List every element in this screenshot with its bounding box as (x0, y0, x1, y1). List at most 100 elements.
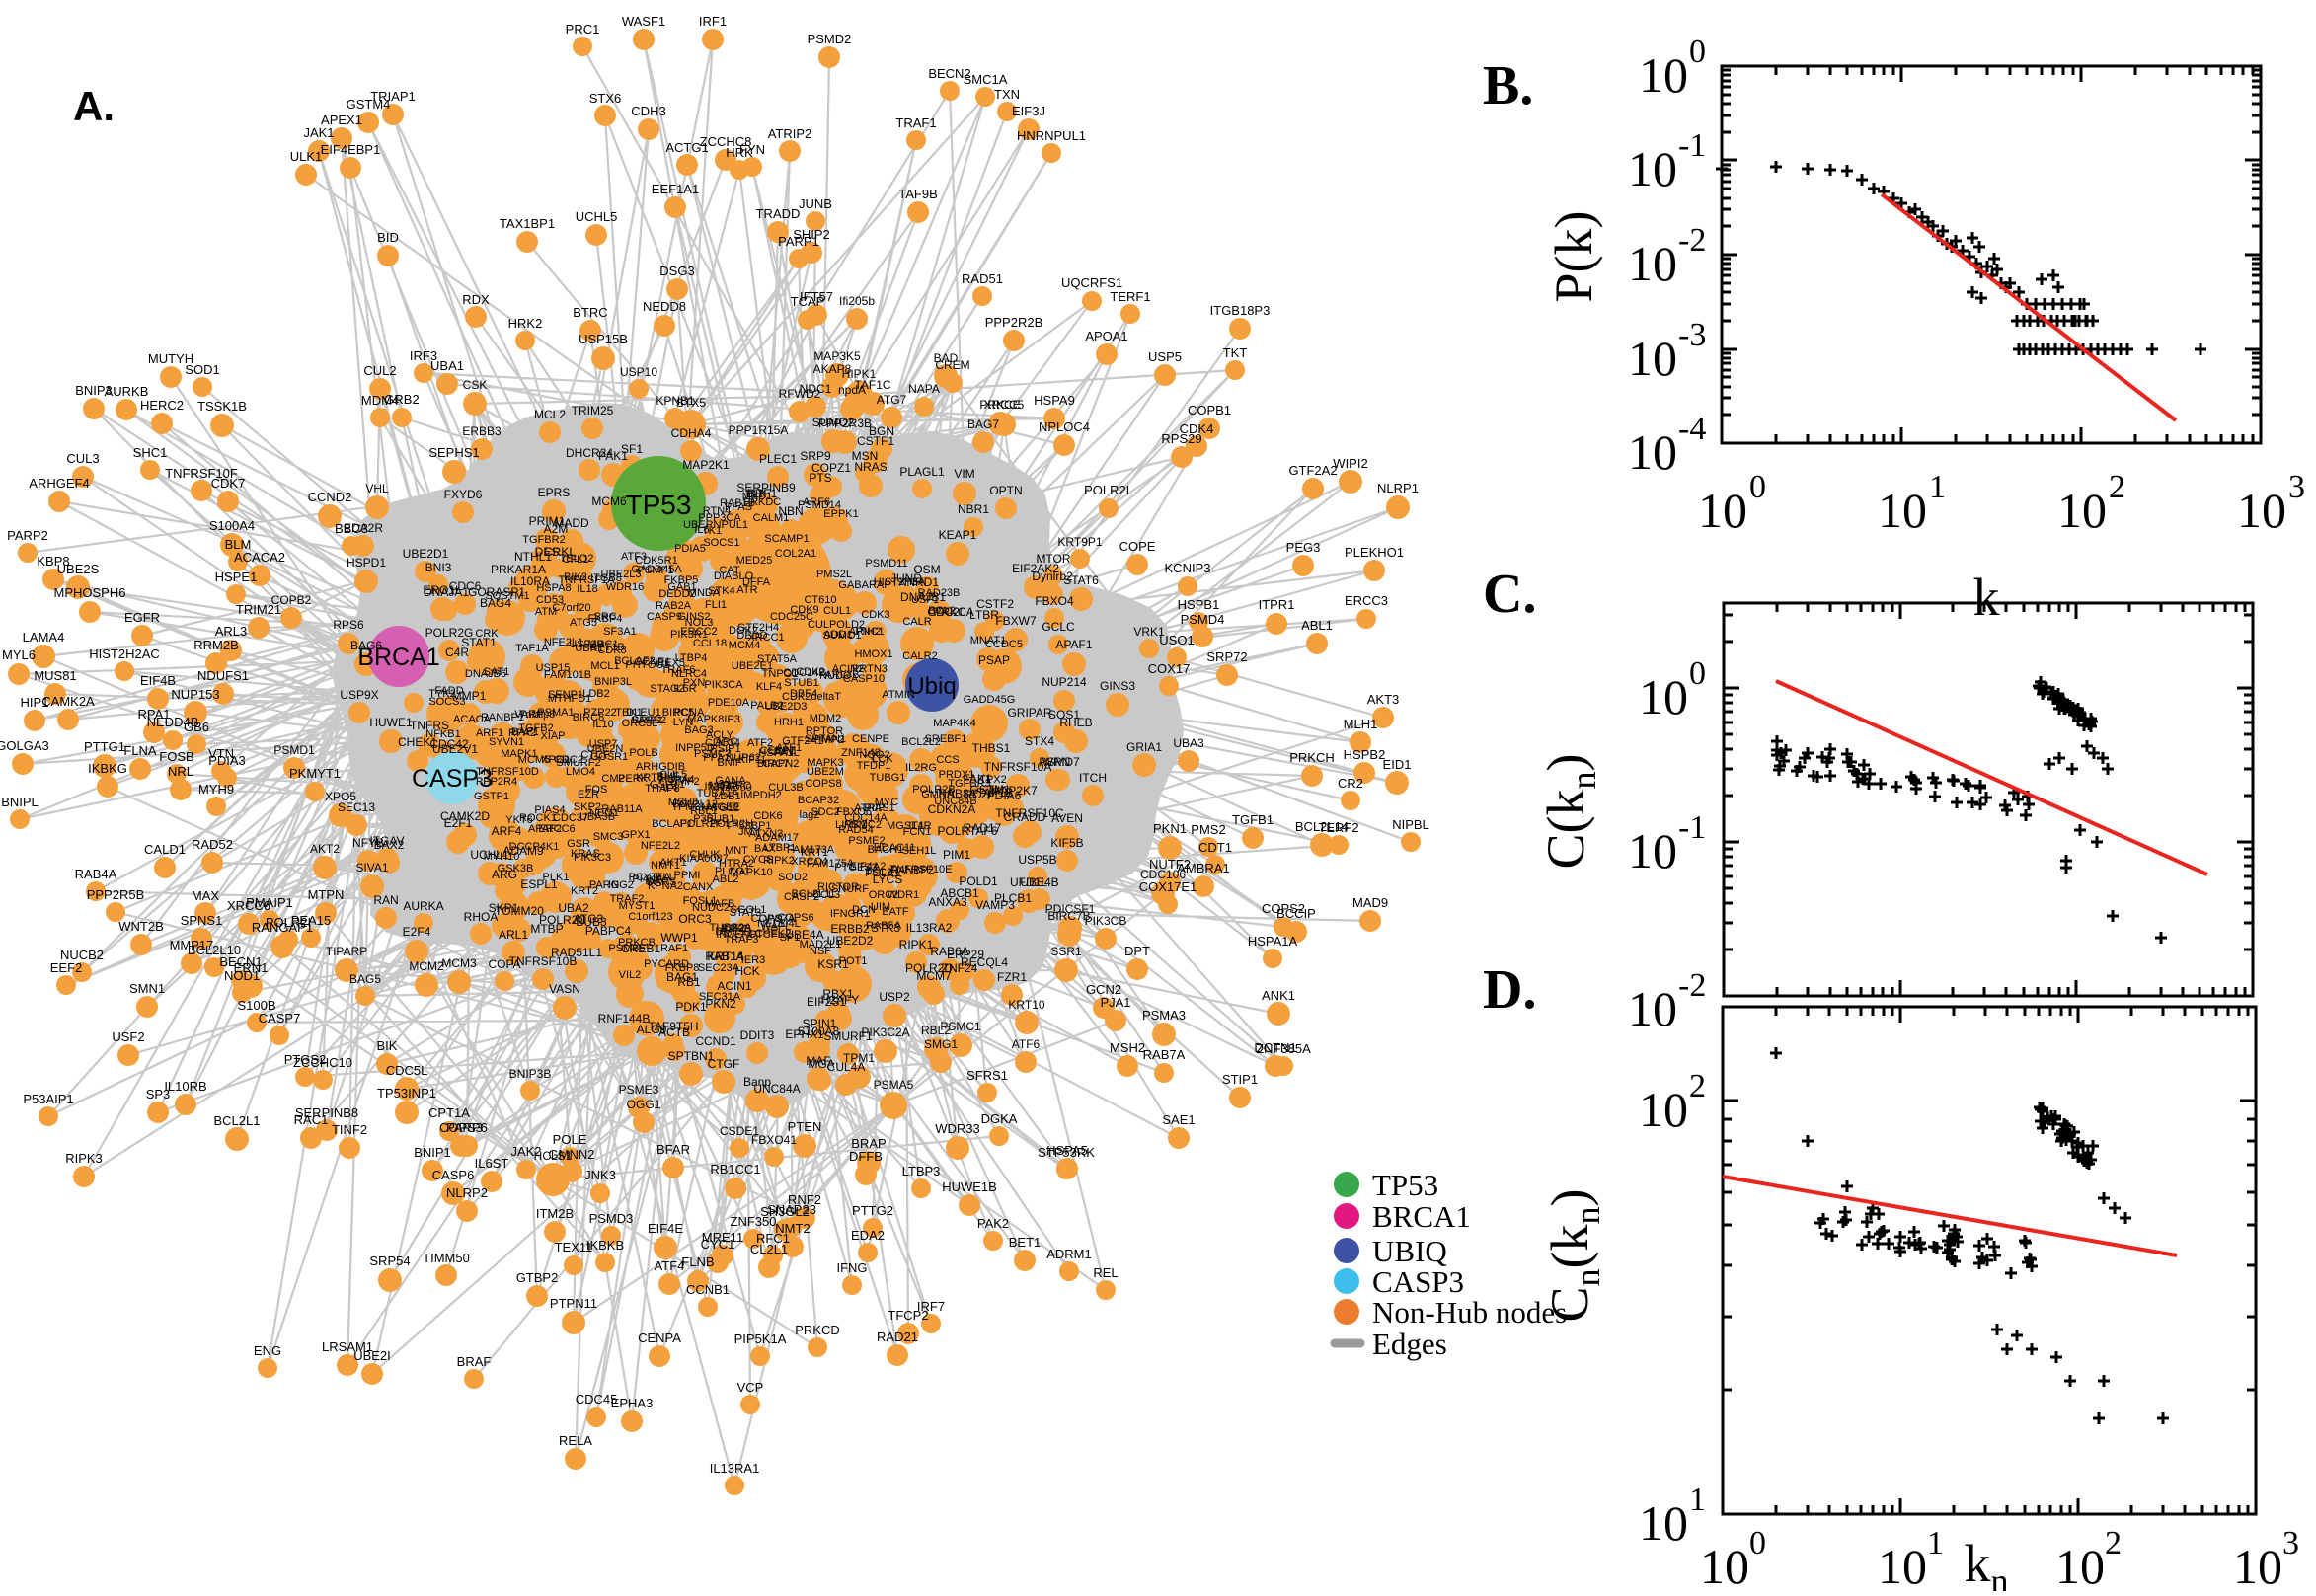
svg-text:FBXO6: FBXO6 (836, 806, 872, 818)
svg-text:UBE2D1: UBE2D1 (403, 547, 449, 561)
svg-text:SNAP23: SNAP23 (767, 1202, 816, 1217)
svg-text:RAC1: RAC1 (294, 1112, 329, 1127)
svg-text:MAPK1: MAPK1 (501, 748, 537, 760)
svg-text:PAK1: PAK1 (598, 449, 628, 463)
svg-text:GRIA1: GRIA1 (1126, 740, 1162, 754)
svg-text:k: k (1973, 568, 2000, 627)
svg-text:MAP4K4: MAP4K4 (933, 718, 975, 729)
svg-text:GMNN2: GMNN2 (549, 1147, 595, 1162)
svg-text:NEDD4L: NEDD4L (757, 918, 800, 930)
svg-text:DCCP4K1: DCCP4K1 (509, 841, 560, 853)
svg-text:HSPA1A: HSPA1A (1248, 934, 1298, 949)
svg-text:KRAS: KRAS (571, 848, 600, 860)
svg-text:TNFRSF10E: TNFRSF10E (890, 864, 953, 875)
svg-text:CYCS: CYCS (743, 854, 774, 866)
svg-text:EDA2: EDA2 (851, 1228, 885, 1243)
svg-text:GABARAP: GABARAP (838, 579, 890, 591)
svg-text:TAF9B: TAF9B (898, 187, 938, 201)
svg-text:PSMD7: PSMD7 (1039, 755, 1080, 769)
svg-text:-2: -2 (1678, 967, 1706, 1004)
svg-text:MCL1: MCL1 (590, 660, 619, 672)
svg-text:MAFB: MAFB (705, 898, 735, 910)
svg-text:OSM: OSM (913, 563, 940, 576)
svg-text:TSSK1B: TSSK1B (197, 399, 247, 414)
svg-text:KRT8: KRT8 (636, 772, 663, 784)
svg-text:PTGS2: PTGS2 (284, 1052, 327, 1067)
svg-text:TNFRSF1A: TNFRSF1A (559, 574, 616, 586)
svg-text:RBL2: RBL2 (921, 1024, 951, 1037)
svg-text:GADD45A: GADD45A (631, 564, 682, 575)
svg-text:WNT2B: WNT2B (118, 919, 164, 934)
svg-text:BUB3: BUB3 (576, 915, 607, 929)
svg-text:IER3: IER3 (741, 954, 765, 966)
svg-text:DIABLO: DIABLO (714, 570, 754, 582)
svg-text:YKT6: YKT6 (505, 814, 533, 826)
svg-text:IL6ST: IL6ST (475, 1156, 509, 1171)
svg-text:LYN: LYN (673, 717, 694, 728)
svg-text:IL13RA1: IL13RA1 (710, 1461, 760, 1476)
svg-text:NQO2: NQO2 (859, 749, 889, 761)
svg-text:ERN1: ERN1 (234, 960, 269, 975)
svg-text:PNC1: PNC1 (855, 626, 884, 638)
svg-text:PSMA3: PSMA3 (1142, 1008, 1186, 1023)
svg-text:PSMD1: PSMD1 (273, 743, 315, 757)
svg-text:PCNA: PCNA (674, 707, 705, 719)
svg-text:HSPB2: HSPB2 (1344, 747, 1386, 762)
svg-text:CALR: CALR (902, 616, 931, 628)
svg-text:MUS81: MUS81 (34, 668, 76, 683)
svg-text:BAG1: BAG1 (666, 970, 698, 984)
svg-text:TYK2: TYK2 (428, 688, 456, 700)
svg-text:CDC6: CDC6 (449, 579, 482, 593)
svg-text:MTBP: MTBP (530, 922, 563, 936)
svg-text:EZR: EZR (578, 789, 599, 800)
svg-text:2: 2 (1689, 1068, 1706, 1104)
svg-text:ADAM17: ADAM17 (755, 832, 799, 844)
svg-text:MLH1: MLH1 (1344, 717, 1378, 731)
svg-text:ATF2: ATF2 (747, 737, 773, 749)
svg-text:HSPA4: HSPA4 (659, 774, 694, 786)
svg-text:UBE2D2: UBE2D2 (827, 934, 874, 948)
svg-text:CAMK2D: CAMK2D (440, 809, 490, 823)
svg-text:DPT: DPT (1124, 944, 1150, 958)
svg-text:PALB2: PALB2 (750, 700, 783, 712)
svg-text:KIF11: KIF11 (738, 754, 767, 766)
svg-text:ATF6: ATF6 (1012, 1037, 1041, 1051)
svg-text:PARP6: PARP6 (446, 1120, 488, 1135)
svg-text:PRIM1: PRIM1 (529, 514, 566, 528)
svg-text:MCM4: MCM4 (729, 640, 760, 651)
svg-text:PPP2R3B: PPP2R3B (818, 417, 872, 430)
svg-text:VARP: VARP (514, 709, 543, 721)
svg-text:TNFRSF10D: TNFRSF10D (476, 766, 539, 778)
svg-text:CANX: CANX (683, 881, 714, 893)
svg-text:CUL2: CUL2 (363, 363, 396, 378)
svg-text:RIPK1: RIPK1 (899, 938, 934, 951)
svg-text:SEC23A: SEC23A (698, 962, 740, 974)
svg-text:STP53RK: STP53RK (1038, 1145, 1095, 1160)
svg-text:XIAP: XIAP (540, 730, 565, 742)
svg-text:MYH10: MYH10 (484, 851, 520, 863)
svg-text:ARL3B: ARL3B (825, 669, 860, 681)
svg-text:HIP1: HIP1 (21, 695, 49, 710)
svg-text:MYL6: MYL6 (2, 647, 36, 662)
svg-text:-3: -3 (1678, 317, 1706, 353)
svg-text:CASP7: CASP7 (259, 1011, 301, 1026)
svg-text:HUWE1: HUWE1 (369, 716, 413, 729)
svg-text:KCNIP3: KCNIP3 (1165, 561, 1211, 575)
svg-text:C4R: C4R (445, 646, 469, 659)
svg-text:ATMIN: ATMIN (882, 689, 914, 701)
svg-text:GSTM4: GSTM4 (347, 97, 391, 112)
svg-text:DBF4: DBF4 (790, 688, 817, 700)
svg-text:MDM2: MDM2 (810, 713, 841, 724)
svg-text:NEO1: NEO1 (589, 807, 619, 819)
svg-text:NFE2L1: NFE2L1 (544, 637, 583, 648)
svg-text:NUTF2: NUTF2 (1149, 857, 1191, 872)
svg-text:KRT10: KRT10 (1008, 998, 1044, 1012)
svg-text:ZNF385A: ZNF385A (1256, 1041, 1311, 1056)
svg-text:POLE: POLE (553, 1132, 587, 1147)
svg-text:GTF2H4: GTF2H4 (737, 622, 779, 634)
svg-text:RAB8A: RAB8A (938, 787, 976, 800)
svg-text:BCL2L1: BCL2L1 (214, 1113, 261, 1128)
svg-text:PSMA5: PSMA5 (874, 1078, 914, 1092)
svg-text:PRKCE: PRKCE (979, 398, 1020, 412)
svg-text:PEX5: PEX5 (657, 657, 685, 669)
